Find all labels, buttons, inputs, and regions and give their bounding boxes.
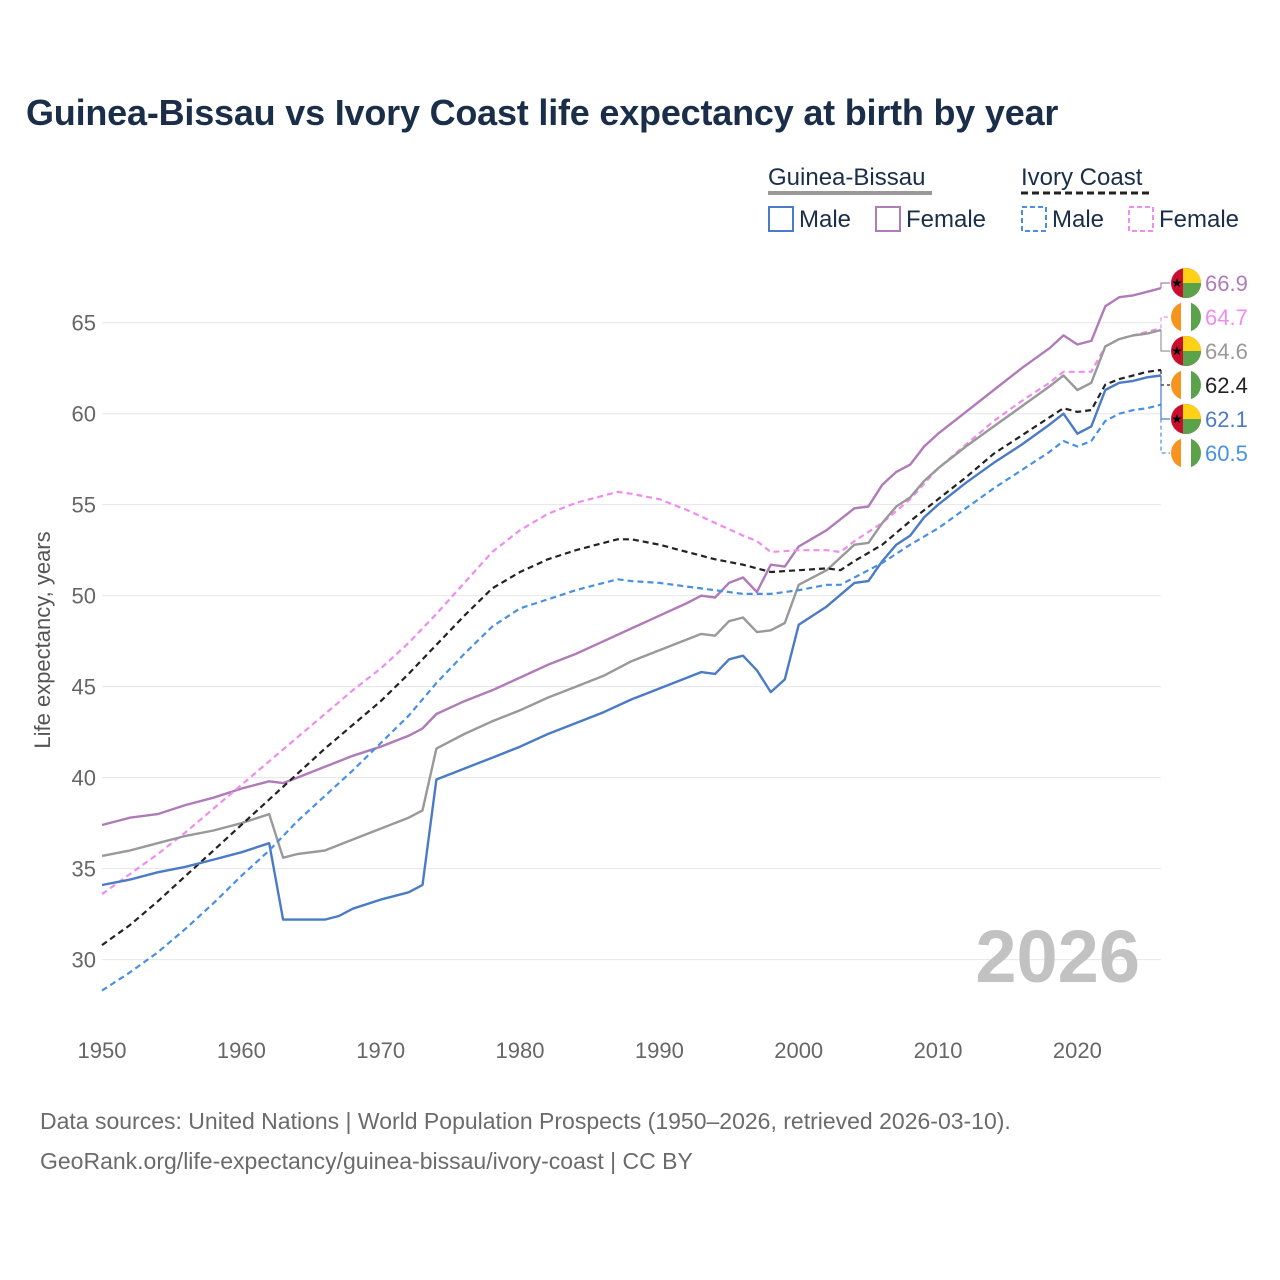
legend-swatch-female	[875, 206, 901, 232]
legend-group-title: Guinea-Bissau	[768, 164, 925, 191]
life-expectancy-chart: 30 35 40 45 50 55 60 65 1950 1960 1970 1980 1990 200…	[30, 164, 1248, 1063]
legend-swatch-female	[1128, 206, 1154, 232]
end-label-ivory-coast-female: 64.7	[1205, 305, 1248, 330]
end-label-connector	[1160, 330, 1170, 352]
y-tick-label: 45	[72, 675, 96, 700]
legend-group-title: Ivory Coast	[1021, 164, 1143, 191]
series-line-ivory-coast-male	[101, 403, 1162, 992]
x-tick-label: 1980	[496, 1038, 545, 1063]
x-tick-label: 2020	[1053, 1038, 1102, 1063]
legend-label-female: Female	[1159, 206, 1239, 233]
series-line-guinea-bissau-female	[101, 286, 1162, 827]
y-tick-label: 40	[72, 766, 96, 791]
ivory-coast-flag-icon	[1171, 370, 1201, 400]
end-labels: 66.9 64.7 64.6 62.4 62.1 60.5	[1160, 268, 1248, 468]
x-tick-label: 2010	[914, 1038, 963, 1063]
series-line-ivory-coast-female	[101, 327, 1162, 895]
y-axis-label: Life expectancy, years	[30, 531, 55, 748]
x-tick-label: 1960	[217, 1038, 266, 1063]
legend-label-female: Female	[906, 206, 986, 233]
y-tick-label: 50	[72, 584, 96, 609]
year-watermark: 2026	[975, 915, 1140, 998]
legend-group-guinea-bissau: Guinea-Bissau Male Female	[768, 164, 986, 233]
legend-group-ivory-coast: Ivory Coast Male Female	[1021, 164, 1239, 233]
legend-label-male: Male	[1052, 206, 1104, 233]
legend: Guinea-Bissau Male Female Ivory Coast Ma…	[768, 164, 1239, 233]
end-label-ivory-coast-total: 62.4	[1205, 373, 1248, 398]
y-tick-label: 55	[72, 493, 96, 518]
end-label-guinea-bissau-total: 64.6	[1205, 339, 1248, 364]
gridlines	[102, 322, 1161, 961]
end-label-connector	[1160, 282, 1170, 289]
ivory-coast-flag-icon	[1171, 438, 1201, 468]
x-tick-label: 1970	[356, 1038, 405, 1063]
y-tick-label: 30	[72, 948, 96, 973]
series-line-guinea-bissau-male	[101, 374, 1162, 921]
legend-swatch-male	[768, 206, 794, 232]
legend-swatch-male	[1021, 206, 1047, 232]
ivory-coast-flag-icon	[1171, 302, 1201, 332]
y-tick-label: 65	[72, 311, 96, 336]
series-line-ivory-coast-total	[101, 368, 1162, 946]
end-label-guinea-bissau-female: 66.9	[1205, 271, 1248, 296]
end-label-connector	[1160, 375, 1170, 420]
end-label-ivory-coast-male: 60.5	[1205, 441, 1248, 466]
guinea-bissau-flag-icon	[1171, 268, 1201, 298]
series-lines	[101, 286, 1162, 992]
legend-label-male: Male	[799, 206, 851, 233]
credit-line: GeoRank.org/life-expectancy/guinea-bissa…	[40, 1148, 693, 1174]
y-tick-label: 60	[72, 402, 96, 427]
end-label-connector	[1160, 370, 1170, 386]
end-label-connector	[1160, 316, 1170, 329]
series-line-guinea-bissau-total	[101, 328, 1162, 859]
guinea-bissau-flag-icon	[1171, 404, 1201, 434]
x-tick-label: 2000	[774, 1038, 823, 1063]
end-label-guinea-bissau-male: 62.1	[1205, 407, 1248, 432]
x-tick-label: 1950	[78, 1038, 127, 1063]
x-axis-ticks: 1950 1960 1970 1980 1990 2000 2010 2020	[78, 1038, 1102, 1063]
y-axis-ticks: 30 35 40 45 50 55 60 65	[72, 311, 96, 973]
end-label-connector	[1160, 404, 1170, 454]
chart-title: Guinea-Bissau vs Ivory Coast life expect…	[26, 92, 1059, 133]
guinea-bissau-flag-icon	[1171, 336, 1201, 366]
data-source-note: Data sources: United Nations | World Pop…	[40, 1108, 1011, 1134]
x-tick-label: 1990	[635, 1038, 684, 1063]
y-tick-label: 35	[72, 857, 96, 882]
